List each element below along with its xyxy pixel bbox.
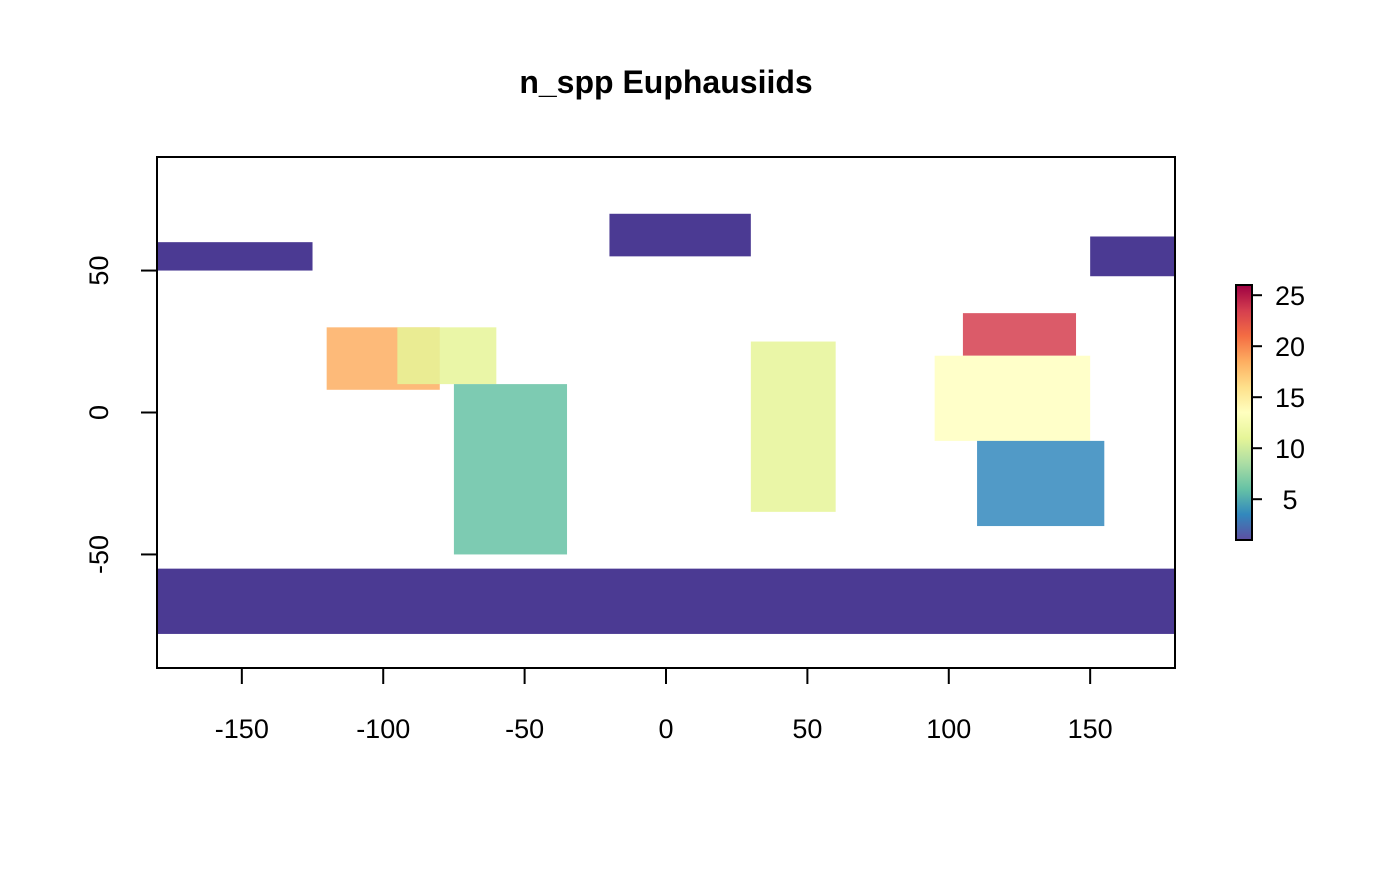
- x-tick-label: 0: [658, 714, 673, 744]
- legend-tick-label: 10: [1275, 434, 1305, 464]
- x-tick-label: -50: [505, 714, 544, 744]
- species-richness-layer: [157, 213, 1175, 634]
- x-tick-label: 50: [792, 714, 822, 744]
- y-axis: 50 0 -50: [84, 256, 157, 574]
- x-tick-label: 100: [926, 714, 971, 744]
- region-east-african-coast: [750, 341, 836, 512]
- region-japan-east-china-sea: [962, 313, 1077, 356]
- region-north-pacific-shelf: [157, 242, 313, 271]
- x-tick-label: -150: [215, 714, 269, 744]
- legend-colorbar: [1235, 284, 1253, 541]
- region-southern-ocean-band: [157, 568, 1175, 626]
- legend-tick-label: 15: [1275, 383, 1305, 413]
- y-tick-label: 50: [84, 256, 114, 286]
- y-tick-label: -50: [84, 535, 114, 574]
- region-caribbean-gulf: [397, 327, 497, 385]
- legend-ticks: 5 10 15 20 25: [1252, 281, 1305, 515]
- plot-title: n_spp Euphausiids: [519, 64, 812, 100]
- legend-tick-label: 25: [1275, 281, 1305, 311]
- region-australian-coast: [977, 440, 1105, 527]
- legend-tick-label: 5: [1282, 485, 1297, 515]
- region-antarctic-coast: [157, 616, 1175, 634]
- x-tick-label: -100: [356, 714, 410, 744]
- legend-tick-label: 20: [1275, 332, 1305, 362]
- x-tick-label: 150: [1068, 714, 1113, 744]
- x-axis: -150 -100 -50 0 50 100 150: [215, 668, 1113, 744]
- region-bering-kamchatka: [1090, 236, 1175, 277]
- region-south-american-coast: [453, 384, 568, 555]
- y-tick-label: 0: [84, 405, 114, 420]
- color-legend: 5 10 15 20 25: [1235, 281, 1305, 541]
- region-north-atlantic-patches: [609, 213, 751, 257]
- region-indonesian-archipelago: [934, 355, 1091, 441]
